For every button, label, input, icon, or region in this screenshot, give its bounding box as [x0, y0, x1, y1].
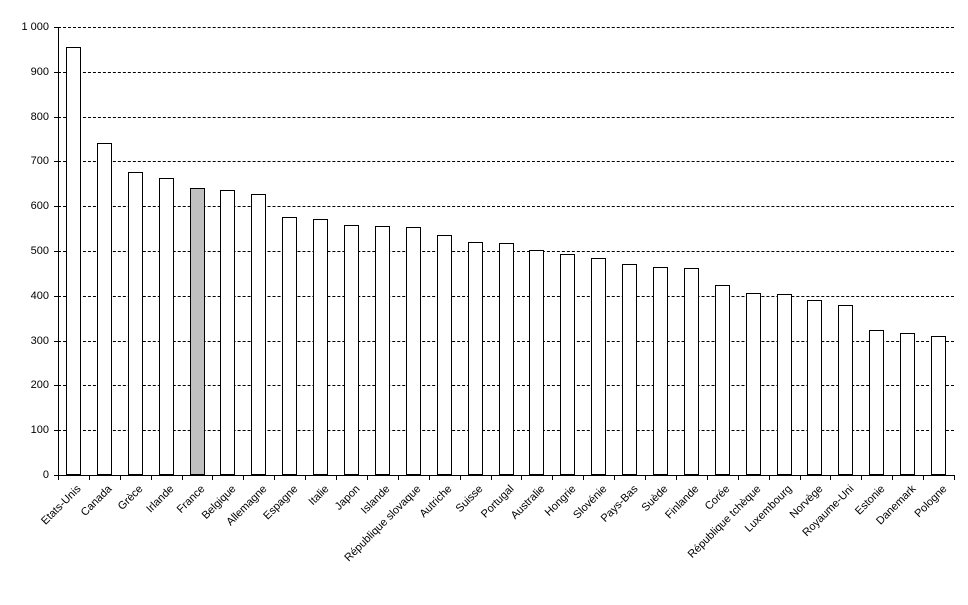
y-tick [54, 116, 59, 118]
y-tick [54, 71, 59, 73]
x-tick [675, 475, 677, 480]
y-tick-label: 800 [30, 110, 49, 123]
bar-Norvège [807, 300, 823, 475]
y-tick-label: 200 [30, 379, 49, 392]
y-tick-label: 0 [42, 469, 49, 481]
x-tick [58, 475, 59, 480]
bar-Belgique [220, 189, 236, 475]
y-tick [54, 251, 59, 252]
bar-Portugal [498, 243, 514, 475]
x-tick [830, 475, 832, 480]
gridline [58, 27, 954, 28]
bar-Luxembourg [776, 294, 792, 475]
x-tick [274, 475, 276, 480]
gridline [58, 71, 954, 73]
bar-Royaume-Uni [838, 304, 854, 475]
bar-Estonie [869, 329, 885, 475]
x-tick [397, 475, 399, 480]
x-tick [645, 475, 647, 480]
bar-Canada [96, 143, 112, 475]
x-tick [737, 475, 739, 480]
bar-Australie [529, 249, 545, 475]
x-tick [614, 475, 616, 480]
x-tick [583, 475, 585, 480]
x-axis [58, 475, 955, 476]
y-tick [54, 295, 59, 297]
bar-Suède [652, 266, 668, 475]
y-tick-label: 900 [30, 65, 49, 78]
bar-Danemark [900, 332, 916, 475]
y-tick [54, 385, 59, 387]
y-tick-label: 700 [30, 155, 49, 168]
y-tick [54, 27, 59, 28]
x-tick [150, 475, 152, 480]
y-tick [54, 430, 59, 432]
bar-Hongrie [560, 254, 576, 475]
bar-République slovaque [405, 226, 421, 475]
y-tick-label: 100 [30, 424, 49, 437]
bar-Autriche [436, 235, 452, 475]
bar-Suisse [467, 242, 483, 475]
x-tick [954, 475, 955, 480]
x-tick [305, 475, 307, 480]
gridline [58, 116, 954, 118]
bar-Finlande [683, 268, 699, 475]
x-tick [923, 475, 925, 480]
bar-Pays-Bas [622, 264, 638, 475]
x-tick [768, 475, 770, 480]
y-tick-label: 300 [30, 334, 49, 347]
x-tick [552, 475, 554, 480]
bar-Italie [313, 218, 329, 475]
bar-Grèce [127, 171, 143, 475]
gridline [58, 206, 954, 208]
bar-Islande [374, 226, 390, 475]
x-tick [428, 475, 430, 480]
bar-Corée [714, 285, 730, 475]
y-tick-label: 600 [30, 200, 49, 213]
x-tick [243, 475, 245, 480]
bar-Pologne [931, 336, 947, 475]
bar-Etats-Unis [65, 47, 81, 475]
y-tick [54, 475, 59, 476]
x-tick [212, 475, 214, 480]
x-tick [459, 475, 461, 480]
bar-Allemagne [251, 194, 267, 475]
bar-France [189, 188, 205, 475]
y-tick-label: 1 000 [21, 21, 49, 33]
bar-Espagne [282, 216, 298, 475]
bar-République tchèque [745, 293, 761, 475]
x-tick [366, 475, 368, 480]
y-tick-label: 500 [30, 245, 49, 257]
x-tick [336, 475, 338, 480]
x-tick [119, 475, 121, 480]
bar-Japon [344, 225, 360, 475]
x-tick [88, 475, 90, 480]
y-tick [54, 161, 59, 163]
y-tick [54, 206, 59, 208]
x-tick [181, 475, 183, 480]
bar-Irlande [158, 177, 174, 475]
x-tick [892, 475, 894, 480]
y-tick [54, 340, 59, 342]
y-tick-label: 400 [30, 289, 49, 302]
x-tick [799, 475, 801, 480]
gridline [58, 161, 954, 163]
bar-Slovénie [591, 258, 607, 475]
x-tick [706, 475, 708, 480]
x-tick [490, 475, 492, 480]
x-tick [861, 475, 863, 480]
x-tick [521, 475, 523, 480]
